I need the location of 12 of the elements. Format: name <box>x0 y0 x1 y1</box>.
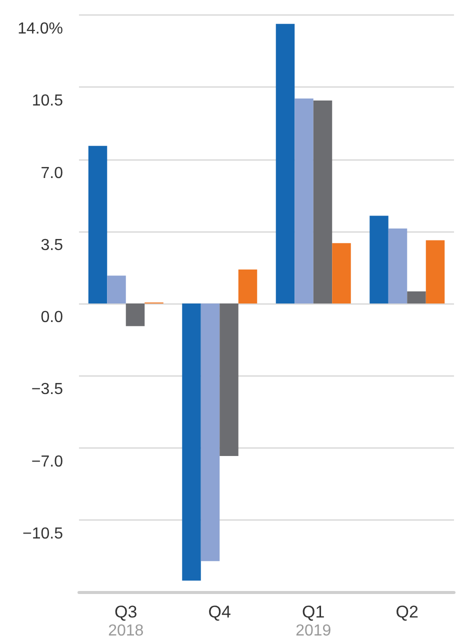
x-tick-label: Q2 <box>396 602 418 622</box>
y-tick-label: −7.0 <box>31 453 64 470</box>
y-tick-label: 7.0 <box>40 164 64 182</box>
y-tick-label: 14.0% <box>18 20 63 38</box>
x-tick-label: Q1 2019 <box>296 602 332 639</box>
y-tick-label: 10.5 <box>32 92 64 110</box>
y-tick-label: 3.5 <box>40 236 64 254</box>
x-tick-label: Q4 <box>208 602 231 622</box>
y-tick-label: 0.0 <box>40 309 64 326</box>
y-tick-label: −10.5 <box>22 525 64 542</box>
y-tick-label: −3.5 <box>31 381 64 398</box>
x-tick-label: Q3 2018 <box>108 602 144 639</box>
